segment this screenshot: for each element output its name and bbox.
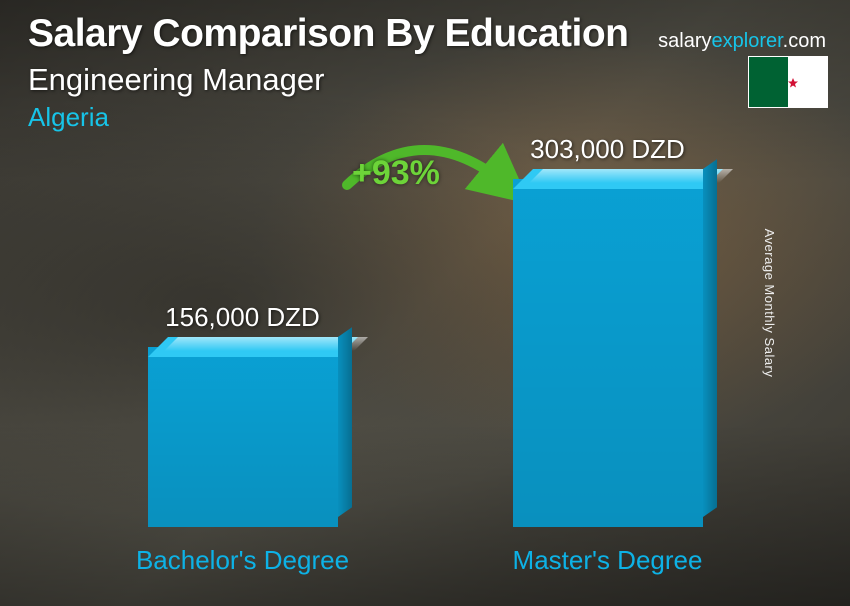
bar-side-face [703, 159, 717, 517]
bar-3d [148, 347, 338, 527]
bar-3d [513, 179, 703, 527]
bar-front-face [148, 347, 338, 527]
chart-subtitle: Engineering Manager [28, 62, 830, 98]
brand-part2: explorer [712, 30, 783, 52]
brand-part1: salary [658, 30, 711, 52]
bar-label: Bachelor's Degree [136, 545, 349, 576]
bar-top-face [513, 169, 723, 189]
bar-group-masters: 303,000 DZD Master's Degree [468, 134, 748, 576]
bar-front-face [513, 179, 703, 527]
bar-value: 156,000 DZD [165, 302, 320, 333]
flag-emblem-icon [773, 67, 803, 97]
bar-label: Master's Degree [513, 545, 703, 576]
bar-group-bachelors: 156,000 DZD Bachelor's Degree [103, 302, 383, 576]
brand-label: salaryexplorer.com [658, 30, 826, 53]
country-flag-icon [748, 56, 828, 108]
brand-part3: .com [783, 30, 826, 52]
bar-side-face [338, 327, 352, 517]
bar-value: 303,000 DZD [530, 134, 685, 165]
bar-top-face [148, 337, 358, 357]
country-name: Algeria [28, 102, 830, 133]
bar-chart: 156,000 DZD Bachelor's Degree 303,000 DZ… [60, 155, 790, 576]
